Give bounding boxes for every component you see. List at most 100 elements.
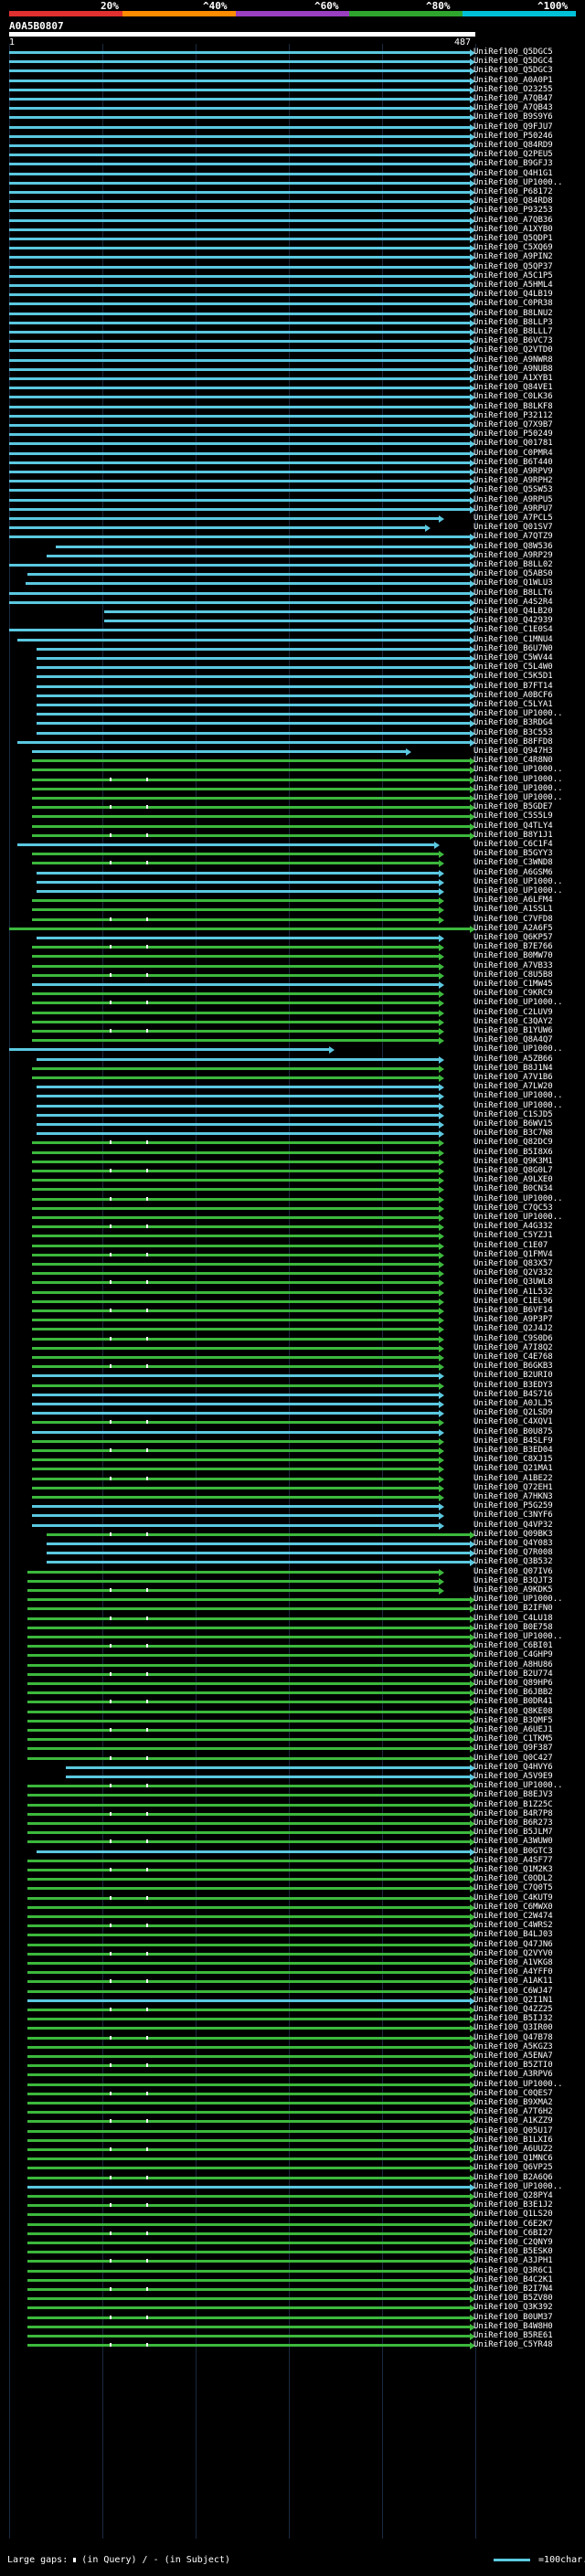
hit-name-link[interactable]: UniRef100_C4LU18 bbox=[473, 1613, 553, 1623]
hit-name-link[interactable]: UniRef100_P50246 bbox=[473, 131, 553, 141]
hit-row[interactable]: UniRef100_A1XYB0 bbox=[0, 225, 585, 235]
hit-row[interactable]: UniRef100_Q09BK3 bbox=[0, 1530, 585, 1540]
hit-name-link[interactable]: UniRef100_C9S0D6 bbox=[473, 1333, 553, 1343]
hit-name-link[interactable]: UniRef100_Q42939 bbox=[473, 616, 553, 626]
hit-bar[interactable] bbox=[27, 2231, 470, 2235]
hit-bar[interactable] bbox=[27, 2288, 470, 2291]
hit-row[interactable]: UniRef100_Q0C427 bbox=[0, 1754, 585, 1764]
hit-name-link[interactable]: UniRef100_Q9F387 bbox=[473, 1744, 553, 1754]
hit-bar[interactable] bbox=[32, 1412, 440, 1415]
hit-name-link[interactable]: UniRef100_B4SLF9 bbox=[473, 1436, 553, 1446]
hit-name-link[interactable]: UniRef100_UP1000.. bbox=[473, 1193, 563, 1203]
hit-name-link[interactable]: UniRef100_A3RPV6 bbox=[473, 2070, 553, 2080]
hit-name-link[interactable]: UniRef100_C6BI01 bbox=[473, 1641, 553, 1651]
hit-name-link[interactable]: UniRef100_B0DR41 bbox=[473, 1697, 553, 1707]
hit-name-link[interactable]: UniRef100_B8LKF8 bbox=[473, 401, 553, 411]
hit-bar[interactable] bbox=[27, 1654, 470, 1658]
hit-row[interactable]: UniRef100_B0CN34 bbox=[0, 1184, 585, 1194]
hit-bar[interactable] bbox=[27, 1645, 470, 1648]
hit-name-link[interactable]: UniRef100_B8FFD8 bbox=[473, 737, 553, 747]
hit-row[interactable]: UniRef100_Q07IV6 bbox=[0, 1567, 585, 1577]
hit-name-link[interactable]: UniRef100_B6U7N0 bbox=[473, 643, 553, 653]
hit-row[interactable]: UniRef100_Q947H3 bbox=[0, 747, 585, 757]
hit-name-link[interactable]: UniRef100_UP1000.. bbox=[473, 1213, 563, 1222]
hit-row[interactable]: UniRef100_B7E766 bbox=[0, 942, 585, 952]
hit-bar[interactable] bbox=[65, 1776, 470, 1778]
hit-bar[interactable] bbox=[9, 116, 470, 120]
hit-name-link[interactable]: UniRef100_A1SSL1 bbox=[473, 905, 553, 915]
hit-bar[interactable] bbox=[27, 2325, 470, 2328]
hit-row[interactable]: UniRef100_B8LLP3 bbox=[0, 318, 585, 328]
hit-bar[interactable] bbox=[27, 2204, 470, 2208]
hit-name-link[interactable]: UniRef100_UP1000.. bbox=[473, 876, 563, 886]
hit-name-link[interactable]: UniRef100_B8LLP3 bbox=[473, 317, 553, 327]
hit-row[interactable]: UniRef100_B0GTC3 bbox=[0, 1847, 585, 1857]
hit-name-link[interactable]: UniRef100_C0QES7 bbox=[473, 2088, 553, 2098]
hit-row[interactable]: UniRef100_Q2V332 bbox=[0, 1268, 585, 1278]
hit-row[interactable]: UniRef100_C5K5D1 bbox=[0, 672, 585, 682]
hit-row[interactable]: UniRef100_C0QES7 bbox=[0, 2089, 585, 2099]
hit-name-link[interactable]: UniRef100_Q2J4J2 bbox=[473, 1324, 553, 1334]
hit-name-link[interactable]: UniRef100_B6JBB2 bbox=[473, 1688, 553, 1698]
hit-name-link[interactable]: UniRef100_B5GDE7 bbox=[473, 802, 553, 812]
hit-bar[interactable] bbox=[9, 591, 470, 595]
hit-name-link[interactable]: UniRef100_C6WJ47 bbox=[473, 1986, 553, 1996]
hit-bar[interactable] bbox=[37, 890, 440, 893]
hit-name-link[interactable]: UniRef100_Q6KP57 bbox=[473, 933, 553, 942]
hit-row[interactable]: UniRef100_Q4H1G1 bbox=[0, 169, 585, 179]
hit-bar[interactable] bbox=[27, 1570, 440, 1574]
hit-bar[interactable] bbox=[9, 517, 440, 520]
hit-row[interactable]: UniRef100_C4KUT9 bbox=[0, 1893, 585, 1903]
hit-row[interactable]: UniRef100_UP1000.. bbox=[0, 1781, 585, 1791]
hit-bar[interactable] bbox=[9, 1048, 330, 1052]
hit-name-link[interactable]: UniRef100_A9PIN2 bbox=[473, 252, 553, 262]
hit-bar[interactable] bbox=[32, 992, 440, 996]
hit-row[interactable]: UniRef100_A6UEJ1 bbox=[0, 1725, 585, 1735]
hit-row[interactable]: UniRef100_B8LL02 bbox=[0, 560, 585, 570]
hit-row[interactable]: UniRef100_Q5ABS0 bbox=[0, 569, 585, 579]
hit-bar[interactable] bbox=[32, 759, 470, 763]
hit-name-link[interactable]: UniRef100_B3QJT3 bbox=[473, 1575, 553, 1585]
hit-row[interactable]: UniRef100_C1E0S4 bbox=[0, 625, 585, 635]
hit-row[interactable]: UniRef100_C4E768 bbox=[0, 1352, 585, 1362]
hit-bar[interactable] bbox=[9, 396, 470, 399]
hit-bar[interactable] bbox=[37, 1086, 440, 1089]
hit-name-link[interactable]: UniRef100_B9GFJ3 bbox=[473, 159, 553, 169]
hit-row[interactable]: UniRef100_C5YZJ1 bbox=[0, 1231, 585, 1241]
hit-row[interactable]: UniRef100_A0JLJ5 bbox=[0, 1399, 585, 1409]
hit-bar[interactable] bbox=[9, 424, 470, 427]
hit-bar[interactable] bbox=[37, 694, 470, 697]
hit-name-link[interactable]: UniRef100_Q3B532 bbox=[473, 1557, 553, 1567]
hit-bar[interactable] bbox=[9, 163, 470, 166]
hit-bar[interactable] bbox=[17, 740, 470, 744]
hit-row[interactable]: UniRef100_Q6KP57 bbox=[0, 933, 585, 943]
hit-row[interactable]: UniRef100_A6LFM4 bbox=[0, 896, 585, 906]
hit-bar[interactable] bbox=[37, 1132, 440, 1136]
hit-bar[interactable] bbox=[27, 1626, 470, 1629]
hit-bar[interactable] bbox=[32, 797, 470, 800]
hit-name-link[interactable]: UniRef100_C6BI27 bbox=[473, 2228, 553, 2238]
hit-bar[interactable] bbox=[9, 358, 470, 362]
hit-name-link[interactable]: UniRef100_Q1M2K3 bbox=[473, 1865, 553, 1874]
hit-bar[interactable] bbox=[27, 2157, 470, 2161]
hit-bar[interactable] bbox=[9, 331, 470, 334]
hit-row[interactable]: UniRef100_A7T6H2 bbox=[0, 2107, 585, 2117]
hit-name-link[interactable]: UniRef100_B5GYY3 bbox=[473, 849, 553, 859]
hit-row[interactable]: UniRef100_UP1000.. bbox=[0, 2080, 585, 2090]
hit-name-link[interactable]: UniRef100_Q4LB20 bbox=[473, 607, 553, 616]
hit-name-link[interactable]: UniRef100_C2W474 bbox=[473, 1912, 553, 1921]
hit-row[interactable]: UniRef100_UP1000.. bbox=[0, 784, 585, 794]
hit-name-link[interactable]: UniRef100_Q8A4Q7 bbox=[473, 1035, 553, 1045]
hit-row[interactable]: UniRef100_A7I8Q2 bbox=[0, 1343, 585, 1353]
hit-name-link[interactable]: UniRef100_C1SJD5 bbox=[473, 1109, 553, 1119]
hit-bar[interactable] bbox=[103, 610, 470, 613]
hit-bar[interactable] bbox=[32, 1141, 440, 1145]
hit-name-link[interactable]: UniRef100_Q8KE08 bbox=[473, 1706, 553, 1716]
hit-bar[interactable] bbox=[9, 274, 470, 278]
hit-name-link[interactable]: UniRef100_UP1000.. bbox=[473, 1595, 563, 1605]
hit-row[interactable]: UniRef100_Q84VE1 bbox=[0, 383, 585, 393]
hit-row[interactable]: UniRef100_P93253 bbox=[0, 206, 585, 216]
hit-name-link[interactable]: UniRef100_C1TKM5 bbox=[473, 1734, 553, 1744]
hit-name-link[interactable]: UniRef100_Q3IR00 bbox=[473, 2023, 553, 2033]
hit-name-link[interactable]: UniRef100_B8LLL7 bbox=[473, 327, 553, 336]
